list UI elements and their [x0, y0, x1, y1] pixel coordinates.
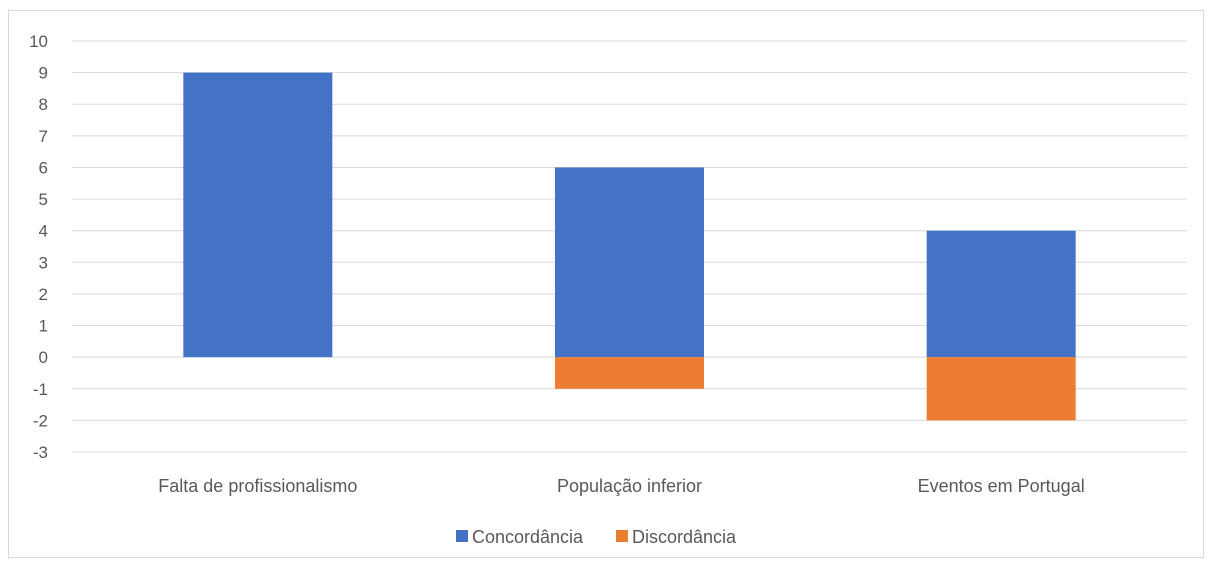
legend-label-concordancia: Concordância [472, 527, 584, 547]
y-tick-label: -1 [33, 380, 48, 399]
y-tick-label: 4 [39, 222, 48, 241]
y-tick-label: 1 [39, 317, 48, 336]
y-tick-label: 8 [39, 95, 48, 114]
y-tick-label: 5 [39, 190, 48, 209]
legend: Concordância Discordância [456, 527, 737, 547]
y-tick-label: 3 [39, 253, 48, 272]
legend-swatch-concordancia [456, 530, 468, 542]
y-tick-label: -3 [33, 443, 48, 462]
bars [183, 72, 1076, 421]
y-tick-label: 6 [39, 158, 48, 177]
legend-label-discordancia: Discordância [632, 527, 737, 547]
legend-swatch-discordancia [616, 530, 628, 542]
y-tick-label: 10 [29, 32, 48, 51]
y-tick-label: -2 [33, 411, 48, 430]
bar-concordancia-1 [555, 167, 704, 358]
y-tick-label: 9 [39, 64, 48, 83]
x-category-label: População inferior [557, 476, 702, 496]
y-tick-label: 7 [39, 127, 48, 146]
y-tick-label: 2 [39, 285, 48, 304]
x-axis-categories: Falta de profissionalismo População infer… [158, 476, 1084, 496]
x-category-label: Falta de profissionalismo [158, 476, 357, 496]
bar-concordancia-2 [926, 230, 1076, 358]
bar-concordancia-0 [183, 72, 333, 358]
y-tick-label: 0 [39, 348, 48, 367]
bar-discordancia-1 [555, 357, 704, 389]
x-category-label: Eventos em Portugal [918, 476, 1085, 496]
bar-discordancia-2 [926, 357, 1076, 421]
